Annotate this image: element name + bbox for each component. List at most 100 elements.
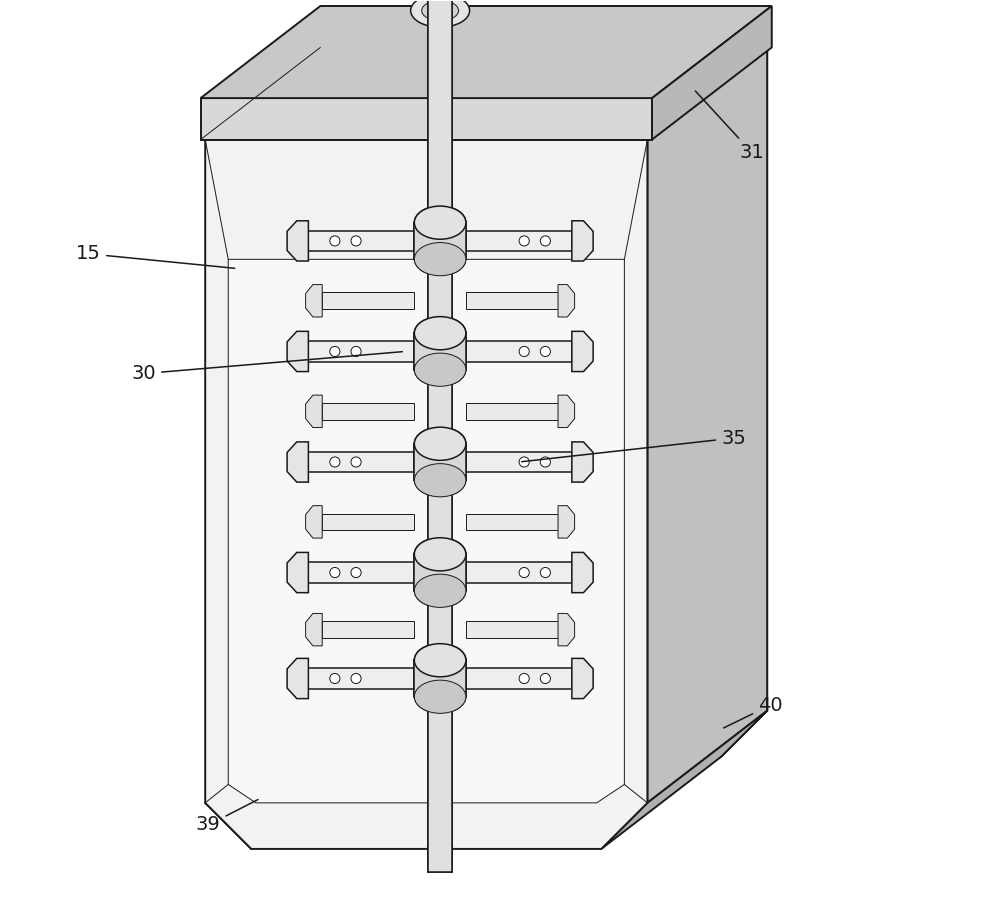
Ellipse shape — [414, 353, 466, 386]
Polygon shape — [228, 260, 624, 803]
Polygon shape — [308, 452, 414, 472]
Ellipse shape — [414, 464, 466, 497]
Ellipse shape — [411, 0, 470, 27]
Polygon shape — [572, 332, 593, 371]
Polygon shape — [322, 403, 414, 419]
Polygon shape — [414, 444, 466, 480]
Circle shape — [519, 457, 529, 467]
Ellipse shape — [414, 427, 466, 460]
Polygon shape — [287, 659, 308, 699]
Polygon shape — [558, 614, 575, 646]
Ellipse shape — [414, 644, 466, 676]
Polygon shape — [414, 223, 466, 259]
Polygon shape — [414, 334, 466, 370]
Circle shape — [330, 457, 340, 467]
Polygon shape — [201, 6, 772, 98]
Polygon shape — [201, 98, 652, 140]
Text: 35: 35 — [522, 429, 746, 462]
Polygon shape — [306, 505, 322, 538]
Text: 40: 40 — [724, 696, 783, 728]
Text: 39: 39 — [196, 799, 258, 834]
Circle shape — [540, 674, 550, 684]
Polygon shape — [466, 563, 572, 583]
Polygon shape — [652, 6, 772, 140]
Polygon shape — [308, 668, 414, 688]
Ellipse shape — [422, 1, 459, 20]
Polygon shape — [306, 614, 322, 646]
Polygon shape — [325, 47, 767, 757]
Ellipse shape — [414, 680, 466, 713]
Polygon shape — [287, 553, 308, 592]
Polygon shape — [306, 285, 322, 317]
Polygon shape — [414, 444, 466, 480]
Polygon shape — [466, 668, 572, 688]
Ellipse shape — [414, 574, 466, 607]
Polygon shape — [414, 223, 466, 259]
Circle shape — [540, 567, 550, 578]
Polygon shape — [466, 341, 572, 361]
Ellipse shape — [414, 680, 466, 713]
Text: 31: 31 — [695, 91, 764, 162]
Circle shape — [519, 236, 529, 246]
Ellipse shape — [414, 464, 466, 497]
Circle shape — [519, 674, 529, 684]
Text: 38: 38 — [0, 923, 1, 924]
Polygon shape — [601, 711, 767, 849]
Circle shape — [351, 674, 361, 684]
Ellipse shape — [414, 427, 466, 460]
Circle shape — [330, 346, 340, 357]
Ellipse shape — [414, 644, 466, 676]
Polygon shape — [558, 395, 575, 428]
Polygon shape — [647, 47, 767, 803]
Circle shape — [519, 346, 529, 357]
Polygon shape — [205, 47, 767, 140]
Polygon shape — [466, 231, 572, 251]
Polygon shape — [572, 553, 593, 592]
Polygon shape — [414, 661, 466, 697]
Polygon shape — [205, 140, 647, 849]
Ellipse shape — [414, 574, 466, 607]
Ellipse shape — [414, 243, 466, 275]
Circle shape — [351, 236, 361, 246]
Ellipse shape — [414, 538, 466, 571]
Ellipse shape — [414, 317, 466, 350]
Polygon shape — [466, 293, 558, 309]
Polygon shape — [572, 442, 593, 482]
Text: 15: 15 — [76, 244, 235, 268]
Circle shape — [351, 457, 361, 467]
Polygon shape — [466, 403, 558, 419]
Ellipse shape — [414, 206, 466, 239]
Polygon shape — [428, 0, 452, 872]
Circle shape — [351, 567, 361, 578]
Polygon shape — [466, 621, 558, 638]
Polygon shape — [414, 554, 466, 590]
Polygon shape — [431, 0, 449, 6]
Polygon shape — [287, 332, 308, 371]
Polygon shape — [428, 0, 452, 872]
Polygon shape — [322, 514, 414, 530]
Ellipse shape — [414, 317, 466, 350]
Polygon shape — [558, 505, 575, 538]
Circle shape — [330, 567, 340, 578]
Polygon shape — [466, 514, 558, 530]
Polygon shape — [287, 442, 308, 482]
Circle shape — [330, 674, 340, 684]
Circle shape — [351, 346, 361, 357]
Polygon shape — [205, 711, 371, 849]
Circle shape — [540, 236, 550, 246]
Polygon shape — [322, 621, 414, 638]
Text: 30: 30 — [132, 352, 402, 383]
Polygon shape — [414, 554, 466, 590]
Polygon shape — [572, 659, 593, 699]
Polygon shape — [572, 221, 593, 261]
Circle shape — [519, 567, 529, 578]
Polygon shape — [414, 334, 466, 370]
Ellipse shape — [414, 353, 466, 386]
Circle shape — [330, 236, 340, 246]
Polygon shape — [287, 221, 308, 261]
Polygon shape — [322, 293, 414, 309]
Circle shape — [540, 346, 550, 357]
Polygon shape — [414, 661, 466, 697]
Polygon shape — [308, 341, 414, 361]
Ellipse shape — [414, 206, 466, 239]
